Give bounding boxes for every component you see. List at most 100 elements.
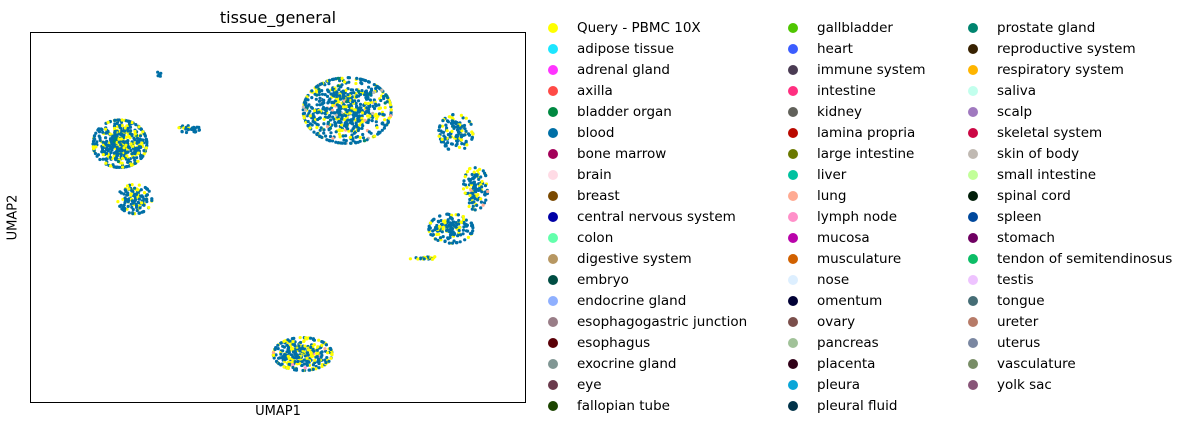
data-point <box>387 116 391 120</box>
data-point <box>379 98 383 103</box>
legend-label: small intestine <box>997 167 1097 183</box>
data-point <box>343 80 347 84</box>
legend-marker <box>548 128 558 138</box>
data-point <box>342 117 346 122</box>
legend-marker <box>968 107 978 117</box>
data-point <box>93 151 97 156</box>
data-point <box>109 151 113 155</box>
data-point <box>309 105 313 109</box>
data-point <box>276 347 280 351</box>
data-point <box>94 131 98 135</box>
data-point <box>118 124 122 128</box>
data-point <box>348 135 353 139</box>
data-point <box>320 135 324 139</box>
data-point <box>367 118 371 122</box>
legend-label: embryo <box>577 272 629 288</box>
data-point <box>435 223 439 228</box>
data-point <box>287 362 291 366</box>
legend-label: liver <box>817 167 847 183</box>
data-point <box>122 209 126 213</box>
data-point <box>447 241 451 245</box>
data-point <box>466 235 470 239</box>
data-point <box>470 135 474 139</box>
data-point <box>298 336 302 340</box>
data-point <box>94 145 98 149</box>
data-point <box>180 130 184 134</box>
data-point <box>145 193 149 197</box>
data-point <box>473 208 477 212</box>
data-point <box>359 106 363 110</box>
data-point <box>365 138 369 142</box>
data-point <box>302 116 306 120</box>
data-point <box>317 87 321 91</box>
data-point <box>468 193 472 198</box>
legend-label: esophagogastric junction <box>577 314 748 330</box>
legend-marker <box>548 296 558 306</box>
data-point <box>91 139 96 143</box>
data-point <box>315 355 319 359</box>
legend-label: bladder organ <box>577 104 672 120</box>
data-point <box>126 191 130 195</box>
data-point <box>343 121 347 125</box>
data-point <box>333 111 337 115</box>
data-point <box>306 104 310 108</box>
data-point <box>320 364 324 368</box>
data-point <box>136 200 140 204</box>
data-point <box>457 218 461 223</box>
data-point <box>344 88 348 92</box>
data-point <box>331 115 335 119</box>
legend-label: digestive system <box>577 251 692 267</box>
data-point <box>335 90 339 94</box>
data-point <box>150 197 154 201</box>
data-point <box>329 131 333 135</box>
legend-label: adipose tissue <box>577 41 675 57</box>
data-point <box>361 136 366 140</box>
data-point <box>362 139 366 143</box>
legend-label: kidney <box>817 104 862 120</box>
data-point <box>134 195 138 199</box>
legend-label: axilla <box>577 83 613 99</box>
data-point <box>358 102 363 106</box>
data-point <box>330 108 334 112</box>
data-point <box>336 120 340 124</box>
data-point <box>285 343 289 347</box>
data-point <box>439 219 443 223</box>
data-point <box>363 101 367 105</box>
data-point <box>377 130 381 134</box>
data-point <box>130 189 134 193</box>
data-point <box>105 143 109 147</box>
data-point <box>472 170 476 174</box>
data-point <box>350 106 354 110</box>
data-point <box>197 125 201 129</box>
data-point <box>320 92 325 96</box>
data-point <box>115 145 119 149</box>
data-point <box>456 130 461 134</box>
legend-label: lamina propria <box>817 125 916 141</box>
legend-marker <box>968 317 978 327</box>
data-point <box>298 349 302 353</box>
legend-marker <box>788 191 798 201</box>
data-point <box>354 81 358 86</box>
legend-label: lung <box>817 188 847 204</box>
legend-label: pancreas <box>817 335 879 351</box>
data-point <box>351 100 355 104</box>
data-point <box>134 192 139 196</box>
data-point <box>471 224 475 228</box>
data-point <box>124 165 128 169</box>
data-point <box>120 118 124 122</box>
data-point <box>122 192 126 196</box>
data-point <box>471 204 475 208</box>
data-point <box>317 110 321 114</box>
data-point <box>302 339 306 344</box>
data-point <box>108 132 112 136</box>
data-point <box>126 129 130 133</box>
legend-marker <box>548 170 558 180</box>
data-point <box>112 151 116 155</box>
data-point <box>473 166 477 170</box>
data-point <box>140 201 144 205</box>
legend-label: pleura <box>817 377 861 393</box>
data-point <box>367 114 371 118</box>
data-point <box>481 169 485 173</box>
data-point <box>330 77 334 82</box>
data-point <box>386 96 390 100</box>
